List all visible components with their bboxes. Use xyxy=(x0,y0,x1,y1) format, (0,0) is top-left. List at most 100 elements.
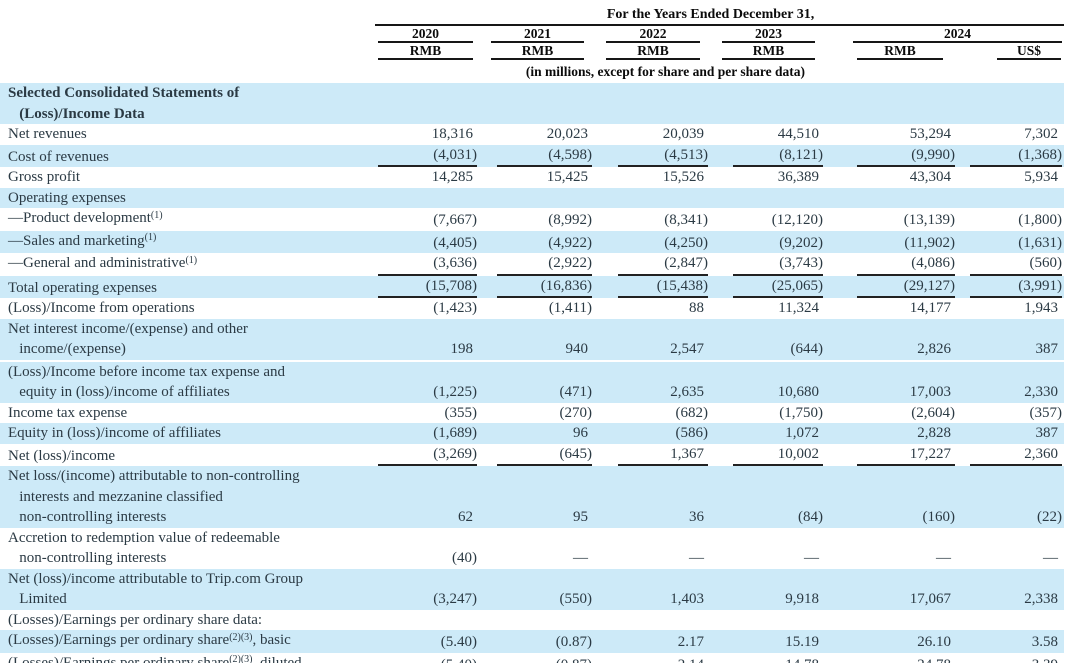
value-cell: (160) xyxy=(823,466,955,528)
value-cell: 14.78 xyxy=(708,652,823,663)
footnote-marker: (1) xyxy=(144,232,157,243)
value-cell: (2,604) xyxy=(823,402,955,423)
row-label: Net revenues xyxy=(0,124,375,145)
table-row: Net revenues 18,316 20,023 20,039 44,510 53,2… xyxy=(0,124,1064,145)
value-cell: (2,922) xyxy=(477,253,592,276)
value-cell: 1,367 xyxy=(592,443,708,466)
value-cell: (8,121) xyxy=(708,144,823,167)
value-cell: 17,227 xyxy=(823,443,955,466)
value-cell: 36 xyxy=(592,466,708,528)
value-cell: — xyxy=(823,527,955,569)
value-cell xyxy=(375,187,477,208)
value-cell: (4,086) xyxy=(823,253,955,276)
year-column-header: 2022 xyxy=(592,25,708,43)
value-cell: (0.87) xyxy=(477,630,592,653)
currency-column-header: RMB xyxy=(375,43,477,60)
value-cell: (471) xyxy=(477,360,592,403)
table-row: Gross profit 14,285 15,425 15,526 36,389 43,3… xyxy=(0,167,1064,188)
value-cell: (7,667) xyxy=(375,208,477,231)
value-cell: (9,990) xyxy=(823,144,955,167)
value-cell xyxy=(955,187,1064,208)
value-cell: 18,316 xyxy=(375,124,477,145)
value-cell: 3.58 xyxy=(955,630,1064,653)
value-cell: 20,039 xyxy=(592,124,708,145)
value-cell: 53,294 xyxy=(823,124,955,145)
value-cell: 2.17 xyxy=(592,630,708,653)
row-label: Equity in (loss)/income of affiliates xyxy=(0,423,375,444)
value-cell: 26.10 xyxy=(823,630,955,653)
header-spacer xyxy=(0,25,375,43)
value-cell: (3,743) xyxy=(708,253,823,276)
value-cell: (1,368) xyxy=(955,144,1064,167)
units-note: (in millions, except for share and per s… xyxy=(525,64,806,79)
value-cell: 14,285 xyxy=(375,167,477,188)
value-cell: 88 xyxy=(592,298,708,319)
value-cell: 2,330 xyxy=(955,360,1064,403)
year-column-header: 2023 xyxy=(708,25,823,43)
value-cell: 14,177 xyxy=(823,298,955,319)
value-cell: 95 xyxy=(477,466,592,528)
value-cell: (4,031) xyxy=(375,144,477,167)
row-label: Net loss/(income) attributable to non-co… xyxy=(0,466,375,528)
value-cell: 15,425 xyxy=(477,167,592,188)
year-column-header: 2024 xyxy=(823,25,1064,43)
table-body: Selected Consolidated Statements of (Los… xyxy=(0,83,1064,663)
value-cell: (4,922) xyxy=(477,230,592,253)
value-cell: (40) xyxy=(375,527,477,569)
value-cell: (3,247) xyxy=(375,568,477,610)
value-cell: (25,065) xyxy=(708,275,823,298)
value-cell: 17,003 xyxy=(823,360,955,403)
value-cell: (1,750) xyxy=(708,402,823,423)
value-cell xyxy=(708,187,823,208)
currency-column-header: RMB xyxy=(708,43,823,60)
table-row: Cost of revenues (4,031) (4,598) (4,513) (8,… xyxy=(0,144,1064,167)
value-cell: 17,067 xyxy=(823,568,955,610)
value-cell: (560) xyxy=(955,253,1064,276)
table-row: Net interest income/(expense) and other … xyxy=(0,318,1064,362)
table-row: (Losses)/Earnings per ordinary share dat… xyxy=(0,609,1064,630)
value-cell: 44,510 xyxy=(708,124,823,145)
period-title: For the Years Ended December 31, xyxy=(375,6,1064,26)
table-row: Income tax expense (355) (270) (682) (1,750)… xyxy=(0,402,1064,423)
value-cell: 940 xyxy=(477,318,592,362)
table-row: Total operating expenses (15,708) (16,836)… xyxy=(0,275,1064,298)
table-row: Net (loss)/income attributable to Trip.c… xyxy=(0,568,1064,610)
value-cell xyxy=(955,609,1064,630)
row-label: Net (loss)/income attributable to Trip.c… xyxy=(0,568,375,610)
value-cell: (645) xyxy=(477,443,592,466)
value-cell: (9,202) xyxy=(708,230,823,253)
value-cell: (0.87) xyxy=(477,652,592,663)
value-cell: 15,526 xyxy=(592,167,708,188)
row-label: Selected Consolidated Statements of (Los… xyxy=(0,83,375,124)
value-cell: (4,513) xyxy=(592,144,708,167)
value-cell xyxy=(823,187,955,208)
currency-column-header: RMB xyxy=(592,43,708,60)
value-cell xyxy=(592,83,708,124)
row-label: Accretion to redemption value of redeema… xyxy=(0,527,375,569)
value-cell xyxy=(477,187,592,208)
value-cell: 10,680 xyxy=(708,360,823,403)
row-label: (Loss)/Income from operations xyxy=(0,298,375,319)
row-label: Cost of revenues xyxy=(0,144,375,167)
value-cell: (1,225) xyxy=(375,360,477,403)
row-label: Operating expenses xyxy=(0,187,375,208)
value-cell xyxy=(708,609,823,630)
value-cell: (15,438) xyxy=(592,275,708,298)
value-cell: 20,023 xyxy=(477,124,592,145)
value-cell: 387 xyxy=(955,318,1064,362)
currency-column-header: RMB xyxy=(823,43,955,60)
footnote-marker: (1) xyxy=(150,209,163,221)
header-spacer xyxy=(0,6,375,25)
value-cell: 11,324 xyxy=(708,298,823,319)
value-cell: 10,002 xyxy=(708,443,823,466)
table-row: (Loss)/Income from operations (1,423) (1,4… xyxy=(0,298,1064,319)
header-units-row: (in millions, except for share and per s… xyxy=(0,60,1064,83)
row-label: Gross profit xyxy=(0,167,375,188)
value-cell: (270) xyxy=(477,402,592,423)
table-row: Accretion to redemption value of redeema… xyxy=(0,527,1064,569)
value-cell: (1,800) xyxy=(955,208,1064,231)
table-row: —Product development(1) (7,667) (8,992) (8,… xyxy=(0,208,1064,231)
value-cell: — xyxy=(955,527,1064,569)
financial-table: For the Years Ended December 31, 2020 20… xyxy=(0,6,1064,663)
footnote-marker: (2)(3) xyxy=(229,631,253,643)
